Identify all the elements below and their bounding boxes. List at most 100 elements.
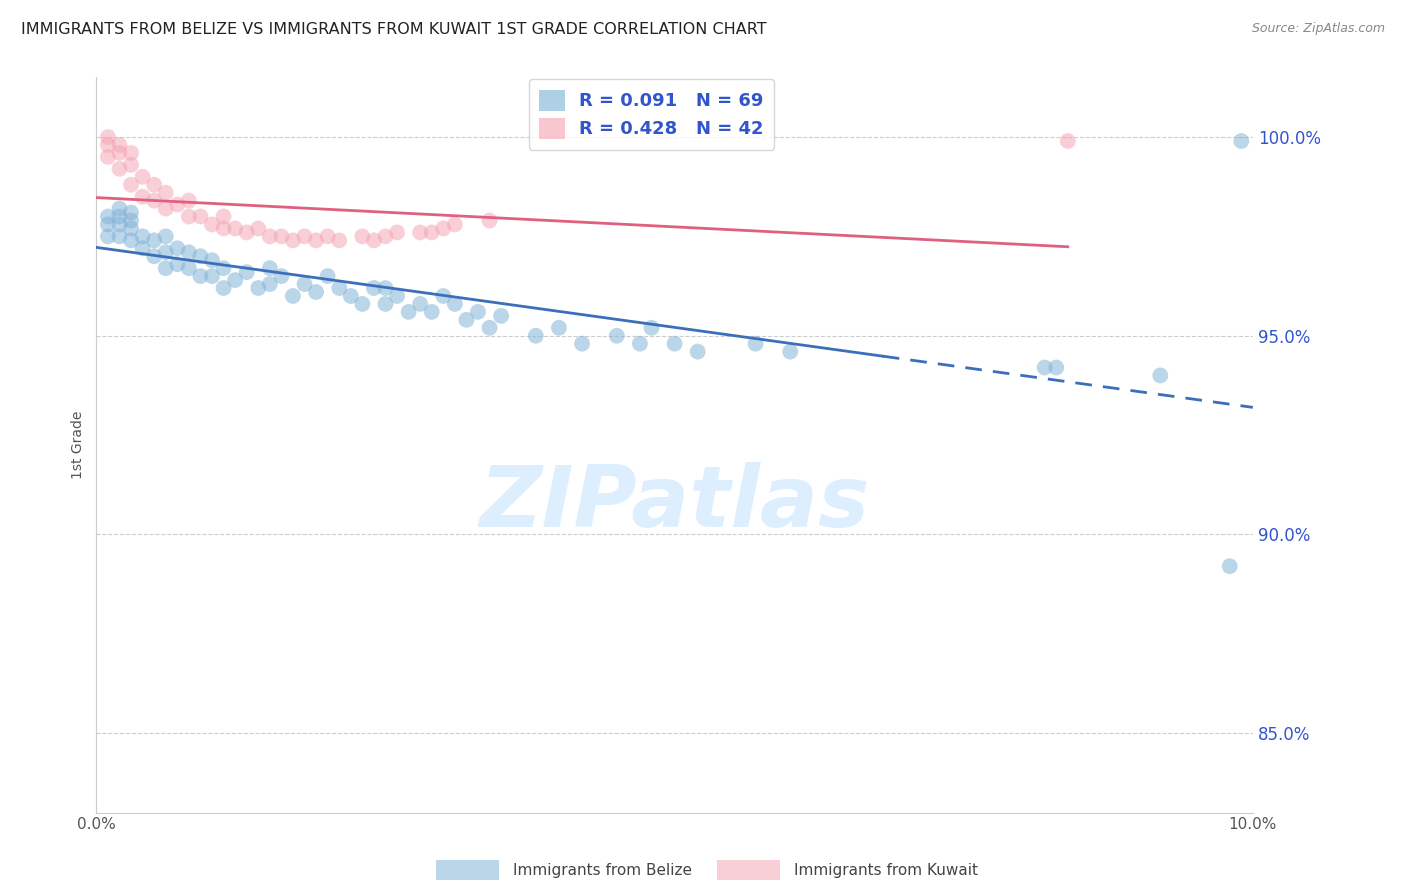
Point: [316, 269, 339, 284]
Point: [398, 305, 420, 319]
Point: [352, 297, 374, 311]
Point: [120, 213, 142, 227]
Point: [190, 269, 212, 284]
Point: [432, 289, 454, 303]
Point: [143, 233, 166, 247]
Point: [478, 213, 501, 227]
Y-axis label: 1st Grade: 1st Grade: [72, 411, 86, 479]
Point: [294, 229, 316, 244]
Point: [606, 328, 628, 343]
Point: [97, 229, 120, 244]
Point: [247, 281, 270, 295]
Point: [131, 169, 153, 184]
Point: [155, 202, 177, 216]
Point: [744, 336, 766, 351]
Point: [270, 269, 292, 284]
Point: [108, 210, 131, 224]
Text: Immigrants from Belize: Immigrants from Belize: [513, 863, 692, 878]
Point: [259, 277, 281, 291]
Point: [374, 281, 396, 295]
Point: [385, 289, 408, 303]
Point: [305, 285, 328, 299]
Point: [120, 145, 142, 160]
Point: [155, 261, 177, 276]
Point: [166, 241, 188, 255]
Point: [294, 277, 316, 291]
Point: [363, 281, 385, 295]
Point: [201, 218, 224, 232]
Point: [143, 178, 166, 192]
Point: [363, 233, 385, 247]
Point: [1219, 559, 1241, 574]
Point: [212, 210, 235, 224]
Point: [108, 202, 131, 216]
Point: [420, 226, 443, 240]
Point: [108, 145, 131, 160]
Legend: R = 0.091   N = 69, R = 0.428   N = 42: R = 0.091 N = 69, R = 0.428 N = 42: [529, 79, 775, 150]
Point: [177, 210, 200, 224]
Point: [235, 265, 257, 279]
Point: [97, 218, 120, 232]
Point: [235, 226, 257, 240]
Point: [108, 161, 131, 176]
Point: [108, 218, 131, 232]
Point: [212, 221, 235, 235]
Point: [120, 221, 142, 235]
Text: IMMIGRANTS FROM BELIZE VS IMMIGRANTS FROM KUWAIT 1ST GRADE CORRELATION CHART: IMMIGRANTS FROM BELIZE VS IMMIGRANTS FRO…: [21, 22, 766, 37]
Point: [1033, 360, 1056, 375]
Point: [328, 281, 350, 295]
Point: [524, 328, 547, 343]
Point: [571, 336, 593, 351]
Point: [259, 229, 281, 244]
Point: [120, 158, 142, 172]
Point: [489, 309, 512, 323]
Point: [328, 233, 350, 247]
Point: [177, 245, 200, 260]
Text: Source: ZipAtlas.com: Source: ZipAtlas.com: [1251, 22, 1385, 36]
Point: [190, 249, 212, 263]
Point: [97, 150, 120, 164]
Point: [131, 229, 153, 244]
Point: [177, 261, 200, 276]
Point: [548, 320, 571, 334]
Text: Immigrants from Kuwait: Immigrants from Kuwait: [794, 863, 979, 878]
Point: [409, 226, 432, 240]
Point: [374, 229, 396, 244]
Point: [281, 289, 304, 303]
Point: [686, 344, 709, 359]
Point: [120, 205, 142, 219]
Point: [143, 249, 166, 263]
Point: [224, 221, 246, 235]
Point: [270, 229, 292, 244]
Point: [224, 273, 246, 287]
Point: [432, 221, 454, 235]
Point: [201, 269, 224, 284]
Point: [1045, 360, 1067, 375]
Point: [97, 210, 120, 224]
Point: [212, 261, 235, 276]
Point: [108, 229, 131, 244]
Point: [316, 229, 339, 244]
Point: [281, 233, 304, 247]
Point: [444, 218, 467, 232]
Point: [628, 336, 651, 351]
Point: [409, 297, 432, 311]
Point: [120, 233, 142, 247]
Point: [420, 305, 443, 319]
Point: [131, 189, 153, 203]
Point: [1056, 134, 1078, 148]
Text: ZIPatlas: ZIPatlas: [479, 462, 870, 545]
Point: [352, 229, 374, 244]
Point: [1230, 134, 1253, 148]
Point: [190, 210, 212, 224]
Point: [305, 233, 328, 247]
Point: [97, 130, 120, 145]
Point: [467, 305, 489, 319]
Point: [444, 297, 467, 311]
Point: [247, 221, 270, 235]
Point: [201, 253, 224, 268]
Point: [385, 226, 408, 240]
Point: [1149, 368, 1171, 383]
Point: [456, 313, 478, 327]
Point: [664, 336, 686, 351]
